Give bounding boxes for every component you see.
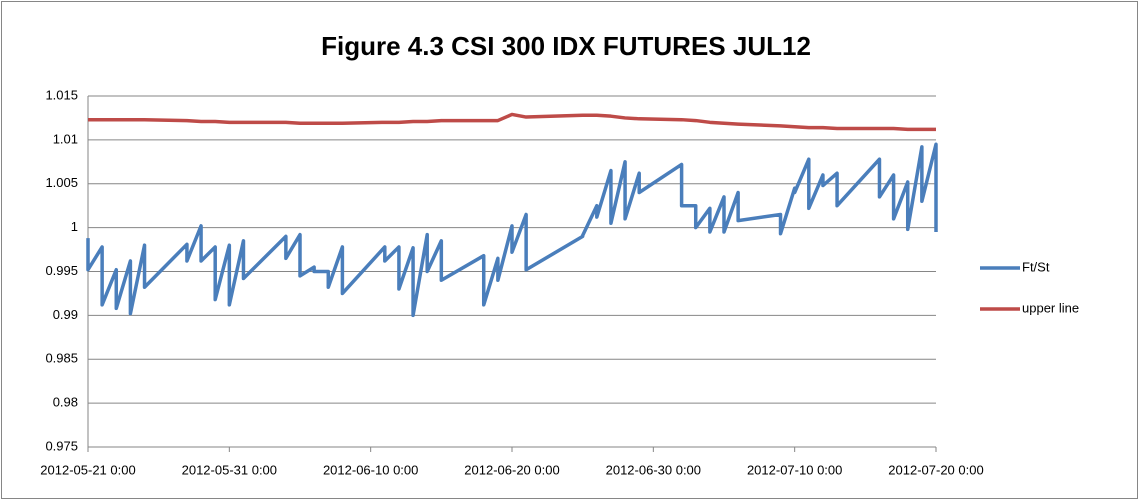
x-tick-label: 2012-06-10 0:00: [323, 462, 418, 477]
legend-label: upper line: [1022, 300, 1079, 315]
y-tick-label: 1.01: [53, 131, 78, 146]
y-tick-label: 0.99: [53, 307, 78, 322]
x-tick-label: 2012-06-30 0:00: [606, 462, 701, 477]
x-tick-label: 2012-07-10 0:00: [747, 462, 842, 477]
x-tick-label: 2012-06-20 0:00: [464, 462, 559, 477]
x-tick-label: 2012-05-31 0:00: [182, 462, 277, 477]
y-tick-label: 1.015: [45, 87, 78, 102]
x-tick-label: 2012-05-21 0:00: [40, 462, 135, 477]
series-line: [88, 112, 936, 132]
legend-label: Ft/St: [1022, 259, 1050, 274]
x-tick-label: 2012-07-20 0:00: [888, 462, 983, 477]
y-tick-label: 1.005: [45, 175, 78, 190]
y-tick-label: 1: [71, 219, 78, 234]
chart-title: Figure 4.3 CSI 300 IDX FUTURES JUL12: [321, 31, 811, 61]
y-tick-label: 0.995: [45, 263, 78, 278]
y-tick-label: 0.98: [53, 395, 78, 410]
y-tick-label: 0.985: [45, 351, 78, 366]
series-line: [86, 142, 938, 318]
y-tick-label: 0.975: [45, 438, 78, 453]
